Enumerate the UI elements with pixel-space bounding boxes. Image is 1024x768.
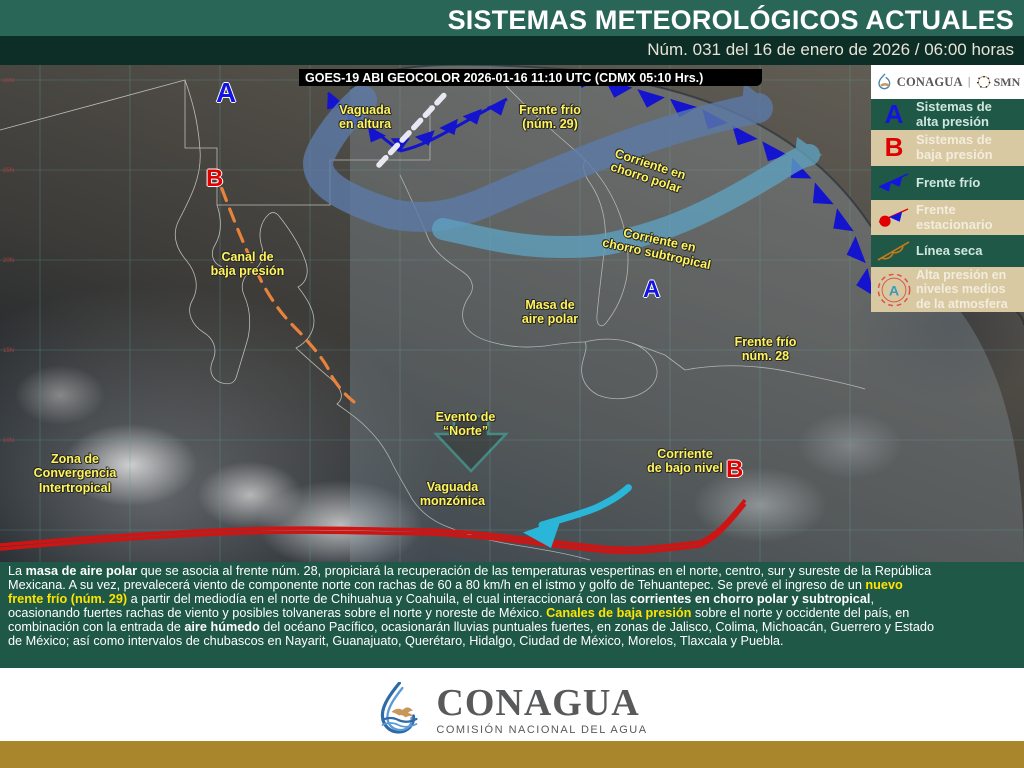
svg-text:15N: 15N <box>3 348 14 354</box>
svg-text:30N: 30N <box>3 78 14 84</box>
svg-text:A: A <box>889 283 899 299</box>
svg-text:10N: 10N <box>3 438 14 444</box>
svg-text:20N: 20N <box>3 258 14 264</box>
svg-text:25N: 25N <box>3 168 14 174</box>
